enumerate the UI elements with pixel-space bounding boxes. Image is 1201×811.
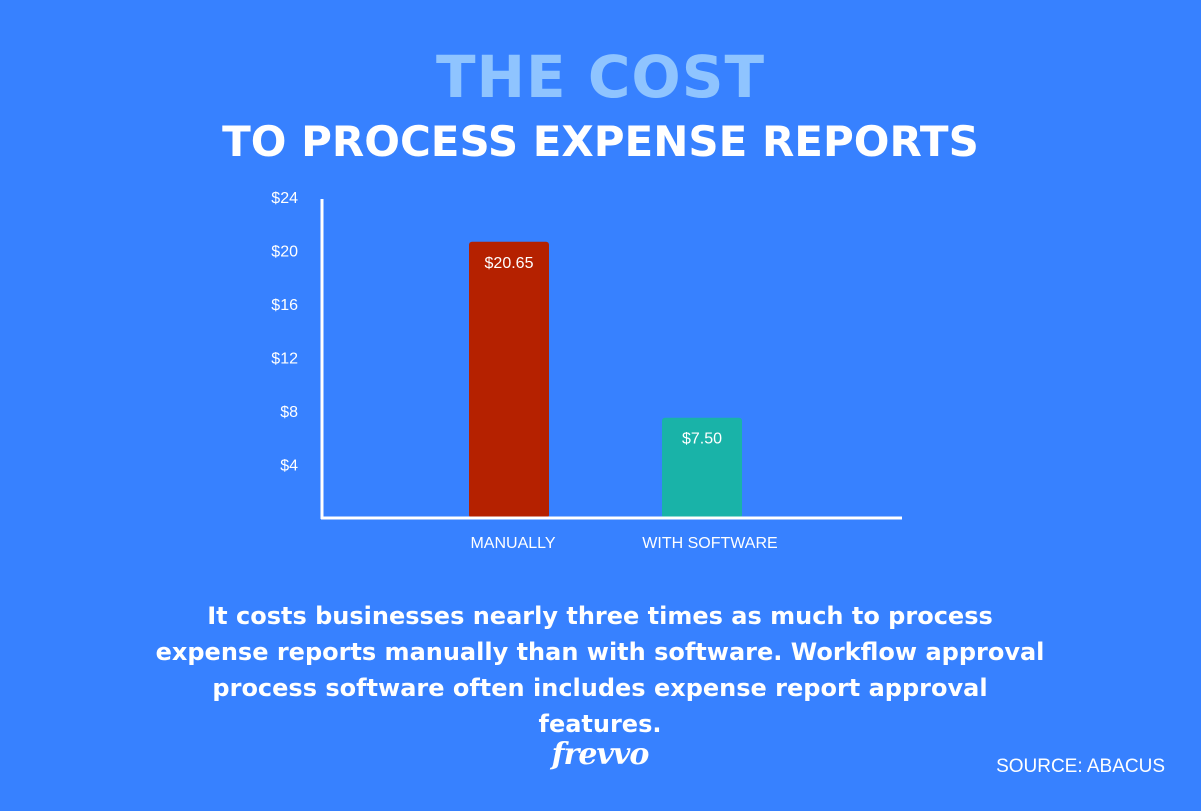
chart-title: THE COST (435, 43, 766, 111)
x-tick-label: WITH SOFTWARE (642, 535, 777, 552)
chart-caption: It costs businesses nearly three times a… (155, 602, 1045, 738)
y-tick-label: $16 (271, 297, 298, 314)
y-tick-label: $8 (280, 404, 298, 421)
frevvo-logo: frevvo (551, 737, 650, 772)
bar-value-labels: $20.65 $7.50 (485, 255, 723, 448)
bar-value-label: $7.50 (682, 431, 722, 448)
x-axis-ticks: MANUALLY WITH SOFTWARE (470, 535, 777, 552)
bar (662, 417, 742, 518)
chart-subtitle: TO PROCESS EXPENSE REPORTS (222, 117, 979, 166)
source-note: SOURCE: ABACUS (996, 756, 1165, 777)
bars (469, 241, 742, 518)
y-tick-label: $24 (271, 190, 298, 207)
y-axis-ticks: $4 $8 $12 $16 $20 $24 (271, 190, 298, 475)
y-tick-label: $4 (280, 458, 298, 475)
y-tick-label: $12 (271, 351, 298, 368)
bar-value-label: $20.65 (485, 255, 534, 272)
x-tick-label: MANUALLY (470, 535, 555, 552)
y-tick-label: $20 (271, 244, 298, 261)
bar (469, 241, 549, 518)
